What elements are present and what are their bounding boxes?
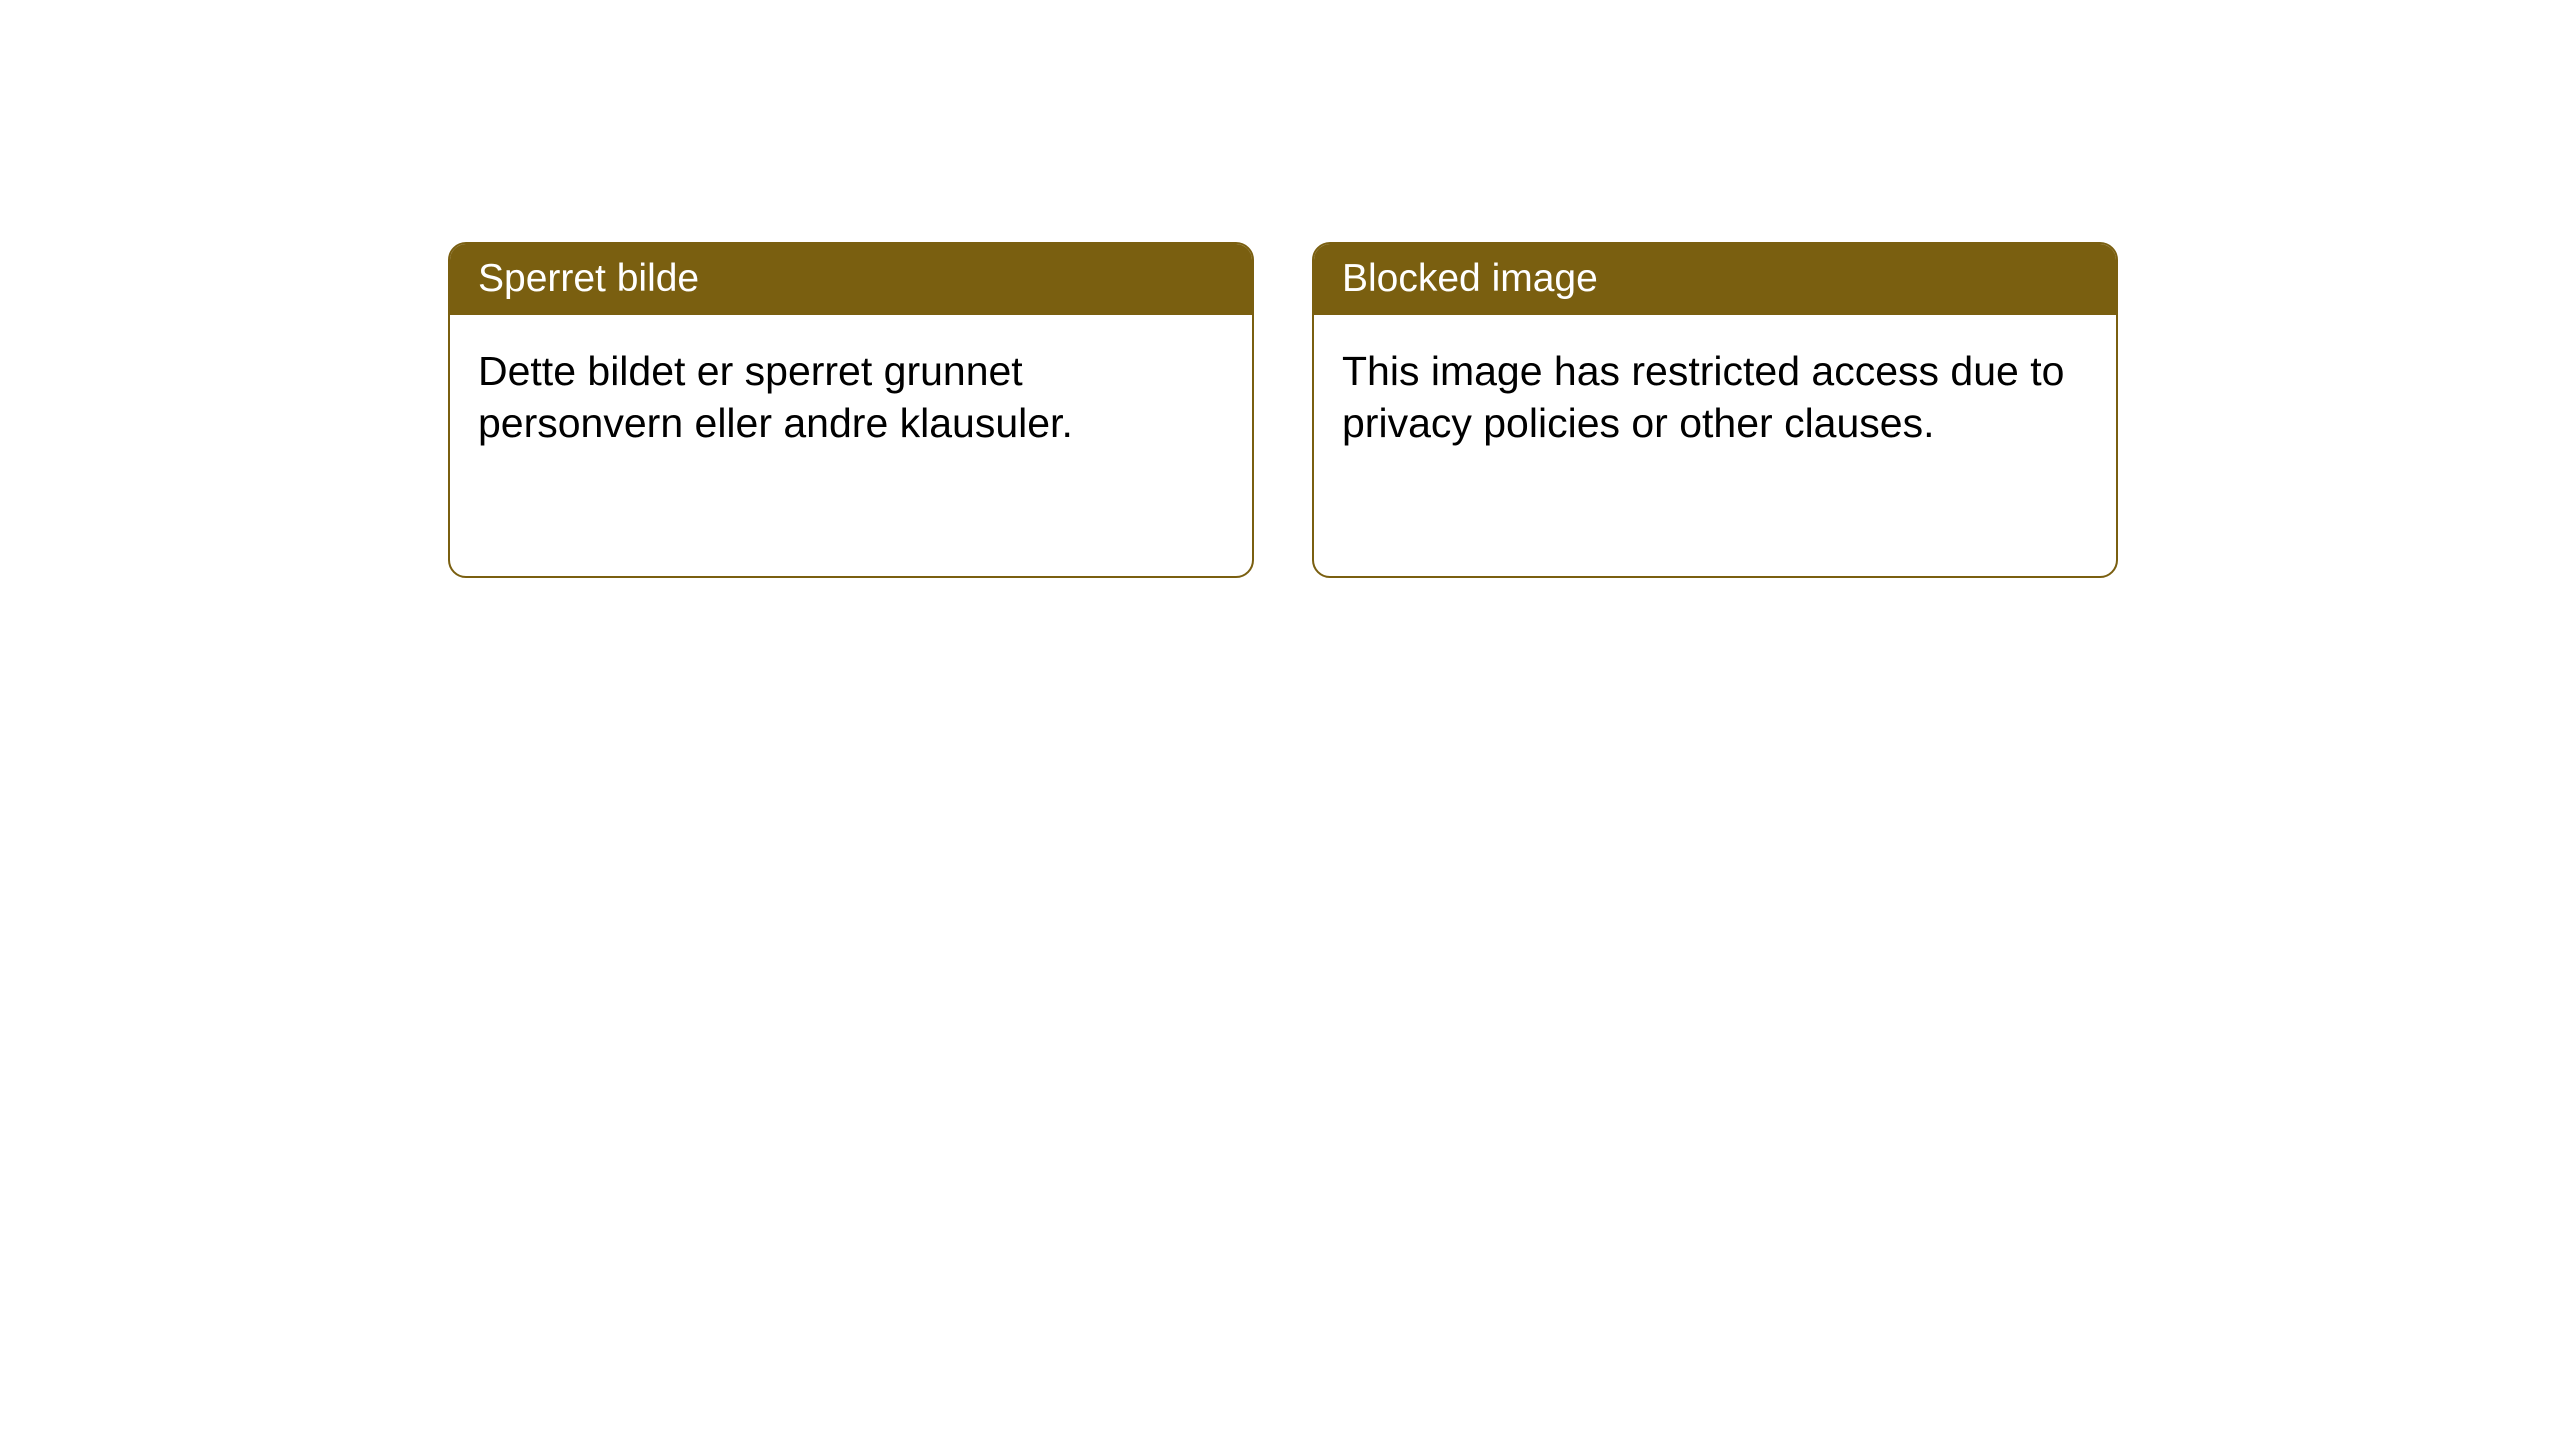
notice-card-norwegian: Sperret bilde Dette bildet er sperret gr… xyxy=(448,242,1254,578)
notice-title: Blocked image xyxy=(1342,257,1598,300)
notice-message: Dette bildet er sperret grunnet personve… xyxy=(478,348,1073,446)
notice-header: Sperret bilde xyxy=(450,244,1252,315)
notice-title: Sperret bilde xyxy=(478,257,699,300)
notice-card-english: Blocked image This image has restricted … xyxy=(1312,242,2118,578)
notice-container: Sperret bilde Dette bildet er sperret gr… xyxy=(448,242,2118,578)
notice-header: Blocked image xyxy=(1314,244,2116,315)
notice-message: This image has restricted access due to … xyxy=(1342,348,2064,446)
notice-body: This image has restricted access due to … xyxy=(1314,315,2116,480)
notice-body: Dette bildet er sperret grunnet personve… xyxy=(450,315,1252,480)
